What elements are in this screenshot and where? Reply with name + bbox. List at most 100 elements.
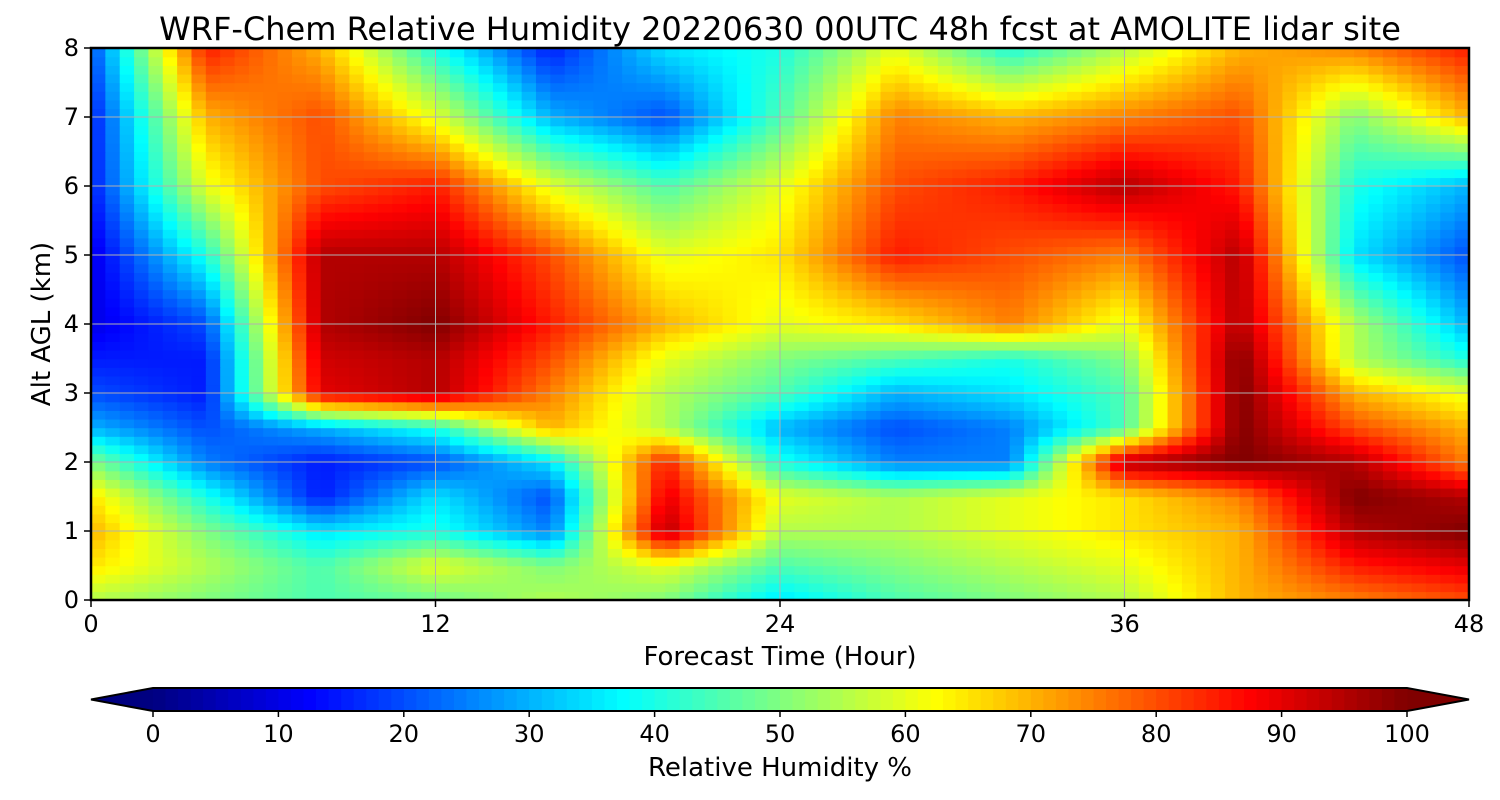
heatmap-cell: [435, 255, 451, 265]
heatmap-cell: [464, 384, 480, 394]
heatmap-cell: [220, 375, 236, 386]
heatmap-cell: [1052, 203, 1068, 213]
heatmap-cell: [363, 591, 379, 600]
heatmap-cell: [665, 263, 681, 273]
heatmap-cell: [1081, 289, 1097, 299]
heatmap-cell: [722, 470, 738, 480]
heatmap-cell: [909, 513, 925, 524]
heatmap-cell: [880, 444, 896, 455]
heatmap-cell: [708, 246, 724, 256]
heatmap-cell: [1440, 246, 1456, 256]
heatmap-cell: [349, 280, 365, 291]
heatmap-cell: [1325, 436, 1341, 446]
heatmap-cell: [449, 375, 465, 386]
heatmap-cell: [363, 410, 379, 420]
heatmap-cell: [780, 229, 796, 239]
heatmap-cell: [507, 393, 523, 403]
heatmap-cell: [406, 160, 422, 170]
heatmap-cell: [449, 591, 465, 600]
heatmap-cell: [191, 237, 207, 248]
heatmap-cell: [622, 151, 638, 161]
heatmap-cell: [435, 186, 451, 196]
heatmap-cell: [478, 332, 494, 342]
heatmap-cell: [220, 444, 236, 455]
heatmap-cell: [722, 522, 738, 532]
heatmap-cell: [1454, 237, 1469, 248]
heatmap-cell: [593, 186, 609, 196]
heatmap-cell: [966, 298, 982, 308]
heatmap-cell: [794, 306, 810, 317]
heatmap-cell: [1339, 229, 1355, 239]
heatmap-cell: [923, 522, 939, 532]
heatmap-cell: [162, 220, 178, 230]
heatmap-cell: [1368, 280, 1384, 291]
heatmap-cell: [349, 358, 365, 368]
heatmap-cell: [1024, 444, 1040, 455]
heatmap-cell: [1253, 349, 1269, 360]
heatmap-cell: [1268, 349, 1284, 360]
heatmap-cell: [894, 280, 910, 291]
heatmap-cell: [392, 565, 408, 575]
heatmap-cell: [119, 220, 135, 230]
heatmap-cell: [119, 367, 135, 377]
heatmap-cell: [320, 298, 336, 308]
heatmap-cell: [622, 565, 638, 575]
heatmap-cell: [91, 289, 107, 299]
heatmap-cell: [579, 393, 595, 403]
heatmap-cell: [579, 324, 595, 334]
heatmap-cell: [722, 246, 738, 256]
heatmap-cell: [1397, 410, 1413, 420]
heatmap-cell: [277, 582, 293, 593]
heatmap-cell: [248, 263, 264, 273]
heatmap-cell: [607, 332, 623, 342]
heatmap-cell: [263, 237, 279, 248]
heatmap-cell: [1224, 479, 1241, 489]
heatmap-cell: [1382, 151, 1398, 161]
heatmap-cell: [1124, 410, 1140, 420]
heatmap-cell: [1253, 186, 1269, 196]
heatmap-cell: [378, 349, 394, 360]
heatmap-cell: [134, 246, 150, 256]
heatmap-cell: [162, 341, 178, 351]
heatmap-cell: [980, 315, 997, 325]
heatmap-cell: [306, 168, 322, 179]
heatmap-cell: [1354, 565, 1370, 575]
heatmap-cell: [722, 591, 738, 600]
heatmap-cell: [1138, 220, 1154, 230]
heatmap-cell: [148, 496, 164, 506]
heatmap-cell: [1339, 194, 1355, 204]
heatmap-cell: [1081, 505, 1097, 515]
heatmap-cell: [1009, 496, 1025, 506]
heatmap-cell: [1339, 539, 1355, 549]
heatmap-cell: [995, 513, 1011, 524]
heatmap-cell: [263, 298, 279, 308]
heatmap-cell: [952, 479, 968, 489]
heatmap-cell: [220, 306, 236, 317]
heatmap-cell: [1296, 505, 1312, 515]
heatmap-cell: [263, 229, 279, 239]
heatmap-cell: [220, 427, 236, 437]
heatmap-cell: [636, 237, 652, 248]
heatmap-cell: [1153, 427, 1169, 437]
heatmap-cell: [1253, 272, 1269, 282]
heatmap-cell: [406, 194, 422, 204]
heatmap-cell: [751, 211, 767, 222]
heatmap-cell: [464, 324, 480, 334]
heatmap-cell: [492, 211, 508, 222]
heatmap-cell: [1110, 203, 1126, 213]
heatmap-cell: [91, 591, 107, 600]
heatmap-cell: [1138, 410, 1154, 420]
heatmap-cell: [119, 375, 135, 386]
heatmap-cell: [1311, 522, 1327, 532]
heatmap-cell: [794, 453, 810, 463]
heatmap-cell: [1239, 487, 1255, 498]
heatmap-cell: [435, 591, 451, 600]
heatmap-cell: [1311, 341, 1327, 351]
heatmap-cell: [335, 522, 351, 532]
heatmap-cell: [535, 453, 552, 463]
heatmap-cell: [291, 349, 308, 360]
heatmap-cell: [1124, 453, 1140, 463]
heatmap-cell: [1024, 591, 1040, 600]
heatmap-cell: [980, 574, 997, 584]
heatmap-cell: [665, 177, 681, 187]
